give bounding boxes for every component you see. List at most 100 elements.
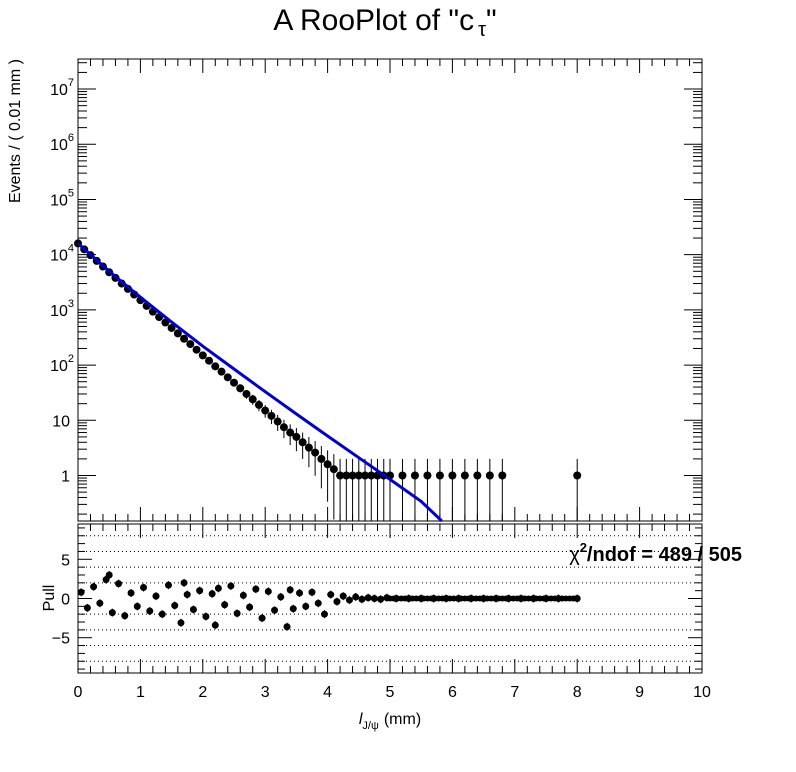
data-point — [286, 428, 295, 437]
pull-point — [286, 586, 294, 594]
pull-point — [570, 595, 577, 602]
x-tick-label: 2 — [198, 684, 207, 701]
data-point — [354, 471, 363, 480]
pull-point — [140, 584, 148, 592]
x-tick-label: 8 — [573, 684, 582, 701]
pull-point — [115, 580, 123, 588]
main-y-axis-title: Events / ( 0.01 mm ) — [7, 59, 24, 203]
data-point — [198, 351, 207, 360]
x-tick-label: 10 — [693, 684, 711, 701]
data-point — [498, 471, 507, 480]
main-y-tick-label: 107 — [50, 77, 74, 99]
pull-point — [314, 599, 322, 607]
data-point — [192, 345, 201, 354]
pull-point — [239, 591, 247, 599]
pull-point — [127, 589, 135, 597]
data-point — [410, 471, 419, 480]
data-point — [298, 438, 307, 447]
data-point — [398, 471, 407, 480]
pull-point — [333, 598, 341, 606]
x-tick-label: 7 — [510, 684, 519, 701]
data-point — [329, 465, 338, 474]
pull-point — [202, 613, 210, 621]
plot-title-close: " — [486, 4, 497, 37]
pull-point — [258, 614, 266, 622]
x-axis-title-unit: (mm) — [384, 711, 421, 728]
data-point — [336, 471, 345, 480]
pull-point — [339, 592, 347, 600]
pull-point — [108, 609, 116, 617]
data-point — [267, 411, 276, 420]
data-point — [460, 471, 469, 480]
pull-point — [264, 587, 272, 595]
fit-curve — [77, 242, 443, 523]
pull-point — [327, 591, 335, 599]
pull-point — [183, 591, 191, 599]
pull-point — [227, 582, 235, 590]
data-point — [573, 471, 582, 480]
data-point — [205, 356, 214, 365]
pull-point — [196, 587, 204, 595]
data-point — [236, 384, 245, 393]
data-point — [223, 373, 232, 382]
x-tick-label: 1 — [136, 684, 145, 701]
data-point — [323, 460, 332, 469]
pull-y-axis-title: Pull — [41, 585, 58, 612]
data-point — [211, 362, 220, 371]
pull-point — [252, 585, 260, 593]
pull-point — [277, 593, 285, 601]
pull-y-tick-label: −5 — [52, 631, 70, 648]
pull-point — [121, 612, 129, 620]
pull-point — [152, 592, 160, 600]
x-axis-title: lJ/ψ (mm) — [359, 711, 421, 732]
pull-point — [177, 619, 185, 627]
data-point — [186, 340, 195, 349]
plot-title-sub: τ — [478, 19, 486, 41]
pull-point — [377, 595, 385, 603]
plot-title-main: A RooPlot of "c — [273, 4, 474, 37]
data-point — [180, 334, 189, 343]
x-tick-label: 3 — [261, 684, 270, 701]
pull-point — [164, 581, 172, 589]
pull-point — [302, 602, 310, 610]
data-point — [230, 378, 238, 387]
main-y-tick-label: 1 — [61, 469, 70, 486]
x-axis-title-l: l — [359, 711, 363, 728]
main-data-points — [74, 239, 582, 521]
pull-point — [233, 609, 241, 617]
pull-point — [133, 602, 141, 610]
chi2-symbol: χ — [569, 544, 580, 566]
plot-title: A RooPlot of "c τ" — [273, 4, 496, 41]
chi2-text: /ndof = 489 / 505 — [587, 544, 742, 566]
pull-point — [246, 603, 254, 611]
pull-point — [370, 595, 378, 602]
data-point — [261, 406, 270, 415]
pull-point — [105, 571, 113, 579]
pull-data-points — [77, 570, 581, 631]
data-point — [311, 448, 320, 457]
pull-point — [320, 610, 328, 618]
data-point — [361, 471, 370, 480]
data-point — [342, 471, 351, 480]
x-tick-label: 4 — [323, 684, 332, 701]
pull-point — [146, 607, 154, 615]
main-frame — [77, 58, 703, 522]
main-y-tick-label: 106 — [50, 132, 74, 154]
data-point — [279, 423, 288, 432]
pull-point — [214, 584, 222, 592]
x-tick-label: 0 — [74, 684, 83, 701]
pull-point — [180, 579, 188, 587]
data-point — [473, 471, 482, 480]
chi2-annotation: χ2/ndof = 489 / 505 — [569, 540, 742, 566]
data-point — [435, 471, 444, 480]
pull-point — [364, 594, 372, 602]
data-point — [242, 389, 251, 398]
data-point — [273, 417, 282, 426]
pull-point — [221, 601, 229, 609]
pull-point — [296, 589, 304, 597]
pull-point — [83, 604, 91, 612]
pull-point — [352, 593, 360, 601]
pull-point — [283, 623, 291, 631]
